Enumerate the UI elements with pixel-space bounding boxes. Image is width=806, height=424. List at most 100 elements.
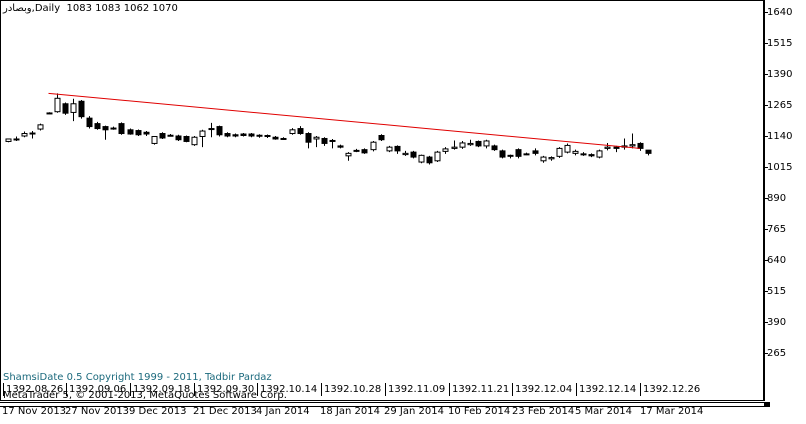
- shamsi-date-label: 1392.12.14: [576, 383, 636, 396]
- candle-body-bullish: [483, 140, 490, 147]
- candle-body-bearish: [102, 126, 109, 131]
- candle-body-bullish: [167, 134, 174, 137]
- price-tick-label: 265: [767, 347, 787, 359]
- ohlc-values: 1083 1083 1062 1070: [66, 3, 178, 14]
- candle-body-bearish: [143, 131, 150, 135]
- price-tick-label: 1640: [767, 6, 793, 18]
- time-tick-label: 9 Dec 2013: [129, 406, 187, 417]
- candle-body-bullish: [29, 132, 36, 135]
- candle-body-bearish: [62, 103, 69, 114]
- candle-body-bullish: [345, 152, 352, 157]
- candle-body-bullish: [21, 133, 28, 137]
- candle-body-bearish: [613, 146, 620, 149]
- shamsi-date-label: 1392.11.09: [385, 383, 445, 396]
- trendline: [48, 92, 640, 149]
- candle-body-bullish: [37, 124, 44, 130]
- price-tick-label: 1390: [767, 68, 793, 80]
- candle-body-bearish: [532, 150, 539, 154]
- candle-body-bearish: [515, 149, 522, 157]
- candle-body-bullish: [467, 142, 474, 146]
- candle-body-bearish: [361, 149, 368, 154]
- time-tick-label: 4 Jan 2014: [256, 406, 310, 417]
- candle-body-bearish: [394, 145, 401, 152]
- candle-body-bearish: [410, 151, 417, 158]
- candle-body-bullish: [523, 153, 530, 156]
- shamsi-date-label: 1392.10.28: [321, 383, 381, 396]
- candle-body-bearish: [645, 149, 652, 154]
- time-tick-label: 27 Nov 2013: [65, 406, 130, 417]
- candle-body-bearish: [256, 134, 263, 137]
- time-tick-label: 18 Jan 2014: [320, 406, 380, 417]
- price-tick-label: 1140: [767, 130, 793, 142]
- candle-body-bullish: [540, 156, 547, 162]
- candle-body-bullish: [596, 150, 603, 158]
- shamsi-copyright: ShamsiDate 0.5 Copyright 1999 - 2011, Ta…: [3, 372, 272, 383]
- candle-body-bearish: [224, 133, 231, 137]
- chart-scroll-strip[interactable]: [0, 402, 764, 407]
- candle-body-bearish: [637, 142, 644, 149]
- shamsi-date-label: 1392.09.30: [194, 383, 254, 396]
- candle-body-bearish: [426, 156, 433, 164]
- metaquotes-copyright: MetaTrader 5, © 2001-2013, MetaQuotes So…: [3, 390, 287, 401]
- candle-body-bullish: [459, 142, 466, 148]
- candle-body-bearish: [183, 135, 190, 142]
- candle-body-bullish: [70, 103, 77, 113]
- candle-body-bullish: [402, 152, 409, 156]
- candle-body-bullish: [199, 130, 206, 137]
- candle-body-bearish: [78, 100, 85, 118]
- candle-body-bearish: [86, 117, 93, 128]
- candle-body-bullish: [151, 135, 158, 144]
- candle-body-bearish: [588, 154, 595, 157]
- candle-body-bullish: [386, 146, 393, 152]
- chart-shift-marker[interactable]: [764, 402, 770, 407]
- candle-body-bearish: [353, 149, 360, 152]
- candle-body-bullish: [54, 97, 61, 113]
- candle-body-bearish: [329, 139, 336, 142]
- candle-body-bullish: [548, 157, 555, 160]
- candle-body-bullish: [208, 128, 215, 131]
- time-tick-label: 23 Feb 2014: [512, 406, 575, 417]
- candle-body-bullish: [289, 129, 296, 135]
- candle-body-bullish: [564, 144, 571, 153]
- candle-body-bullish: [629, 144, 636, 147]
- candle-body-bearish: [507, 154, 514, 157]
- candle-body-bearish: [240, 133, 247, 137]
- price-tick-label: 640: [767, 254, 787, 266]
- time-tick-label: 5 Mar 2014: [575, 406, 633, 417]
- candle-body-bearish: [272, 136, 279, 140]
- header-comma: ,: [31, 3, 35, 14]
- candle-body-bearish: [475, 140, 482, 147]
- candle-body-bearish: [175, 135, 182, 141]
- shamsi-date-label: 1392.09.06: [66, 383, 126, 396]
- candle-body-bullish: [5, 138, 12, 142]
- candle-body-bullish: [110, 127, 117, 130]
- price-tick-label: 1515: [767, 37, 793, 49]
- time-tick-label: 10 Feb 2014: [448, 406, 511, 417]
- candle-body-bullish: [556, 147, 563, 157]
- candle-body-bearish: [378, 135, 385, 141]
- shamsi-date-label: 1392.12.26: [640, 383, 700, 396]
- candle-body-bearish: [118, 123, 125, 135]
- candle-body-bearish: [232, 134, 239, 137]
- shamsi-date-label: 1392.10.14: [257, 383, 317, 396]
- candle-body-bearish: [135, 130, 142, 136]
- candle-body-bullish: [280, 137, 287, 140]
- candle-body-bearish: [13, 138, 20, 141]
- candle-body-bearish: [216, 126, 223, 136]
- candle-body-bearish: [337, 145, 344, 148]
- candle-body-bullish: [580, 153, 587, 156]
- candle-body-bearish: [297, 128, 304, 135]
- candle-body-bullish: [604, 146, 611, 149]
- candle-body-bearish: [159, 133, 166, 139]
- candle-body-bullish: [418, 154, 425, 163]
- shamsi-date-label: 1392.11.21: [449, 383, 509, 396]
- candle-body-bullish: [313, 136, 320, 140]
- symbol-name: وبصادر: [3, 3, 32, 14]
- candle-body-bearish: [499, 150, 506, 158]
- candle-body-bearish: [264, 135, 271, 138]
- candle-body-bullish: [451, 146, 458, 149]
- price-tick-label: 1015: [767, 161, 793, 173]
- candle-body-bullish: [442, 148, 449, 152]
